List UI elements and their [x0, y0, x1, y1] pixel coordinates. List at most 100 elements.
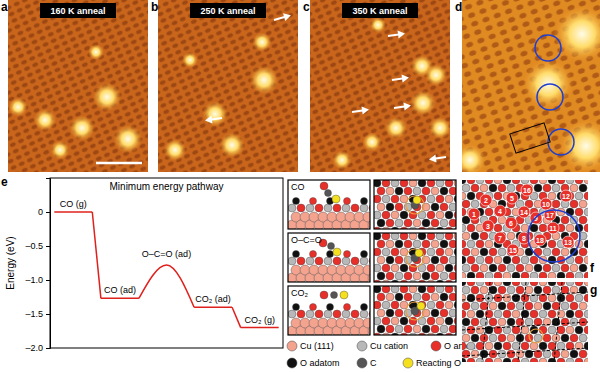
atom [552, 248, 560, 256]
bright-spot [219, 132, 245, 158]
atom [521, 272, 529, 278]
atom [548, 240, 556, 248]
atom [417, 302, 425, 310]
atom [462, 286, 470, 294]
atom [503, 256, 511, 264]
atom [485, 326, 493, 334]
atom [374, 180, 381, 187]
atom [391, 233, 399, 240]
atom [485, 256, 493, 264]
atom [498, 302, 506, 310]
atom [462, 192, 466, 200]
lattice-panel: g [458, 278, 597, 366]
legend-swatch [357, 341, 367, 351]
atom [449, 219, 456, 227]
atom [400, 180, 408, 187]
atom [557, 326, 565, 334]
atom [440, 309, 448, 317]
bright-spot [182, 52, 198, 68]
atom [445, 195, 453, 203]
atom [539, 282, 547, 286]
atom [516, 264, 524, 272]
atom [584, 240, 588, 248]
site-marker [494, 205, 506, 217]
atom [552, 286, 560, 294]
site-number: 4 [498, 208, 502, 215]
atom [543, 334, 551, 342]
atom [374, 248, 381, 256]
atom [377, 256, 385, 264]
atom [584, 192, 588, 200]
atom [440, 219, 448, 227]
atom [293, 251, 300, 258]
atom [575, 256, 583, 264]
atom [561, 350, 569, 358]
atom [382, 248, 390, 256]
side-view: O–C=O [287, 233, 382, 283]
bright-spot [425, 64, 447, 86]
atom [413, 272, 421, 280]
atom [395, 325, 403, 333]
atom [584, 342, 588, 350]
atom [525, 302, 533, 310]
panel-letter: e [1, 175, 8, 189]
atom [306, 257, 314, 265]
legend-item: C [357, 358, 377, 368]
atom [530, 282, 538, 286]
side-view: CO₂ [287, 286, 382, 336]
atom [579, 334, 587, 342]
atom [584, 224, 588, 232]
connector [232, 307, 241, 327]
atom [471, 264, 479, 272]
site-number: 14 [520, 209, 528, 216]
atom [382, 211, 390, 219]
atom [498, 334, 506, 342]
atom [445, 301, 453, 309]
atom [342, 204, 350, 212]
atom [548, 224, 556, 232]
stm-background [8, 0, 148, 172]
atom [351, 310, 359, 318]
atom [324, 204, 332, 212]
atom [436, 301, 444, 309]
atom [427, 264, 435, 272]
atom [382, 233, 390, 240]
atom [409, 286, 417, 293]
atom [327, 304, 334, 311]
atom [391, 301, 399, 309]
legend-swatch [287, 341, 297, 351]
atom [445, 233, 453, 240]
atom [570, 302, 578, 310]
unit-cell-box [510, 123, 550, 153]
atom [480, 318, 488, 326]
atom [584, 256, 588, 264]
atom [516, 286, 524, 294]
atom [351, 204, 359, 212]
atom [584, 282, 588, 286]
atom [575, 358, 583, 362]
atom [427, 248, 435, 256]
atom [449, 272, 456, 280]
dashed-guide [554, 282, 562, 362]
atom [449, 293, 456, 301]
stm-image [158, 0, 298, 172]
tile-atoms [288, 180, 370, 229]
atom [476, 310, 484, 318]
atom [525, 286, 533, 294]
atom [584, 208, 588, 216]
atom [485, 272, 493, 278]
atom [543, 200, 551, 208]
tick: –1.5 [25, 309, 50, 319]
atom [395, 203, 403, 211]
label-box [342, 3, 418, 18]
tile-frame [288, 286, 370, 335]
atom [288, 257, 296, 265]
stm-panel: b250 K anneal [151, 0, 298, 172]
atom [476, 272, 484, 278]
site-number: 15 [509, 247, 517, 254]
atom [315, 204, 323, 212]
bright-spot [462, 144, 486, 172]
atom [489, 248, 497, 256]
panel-letter: f [590, 261, 595, 275]
atom [552, 200, 560, 208]
